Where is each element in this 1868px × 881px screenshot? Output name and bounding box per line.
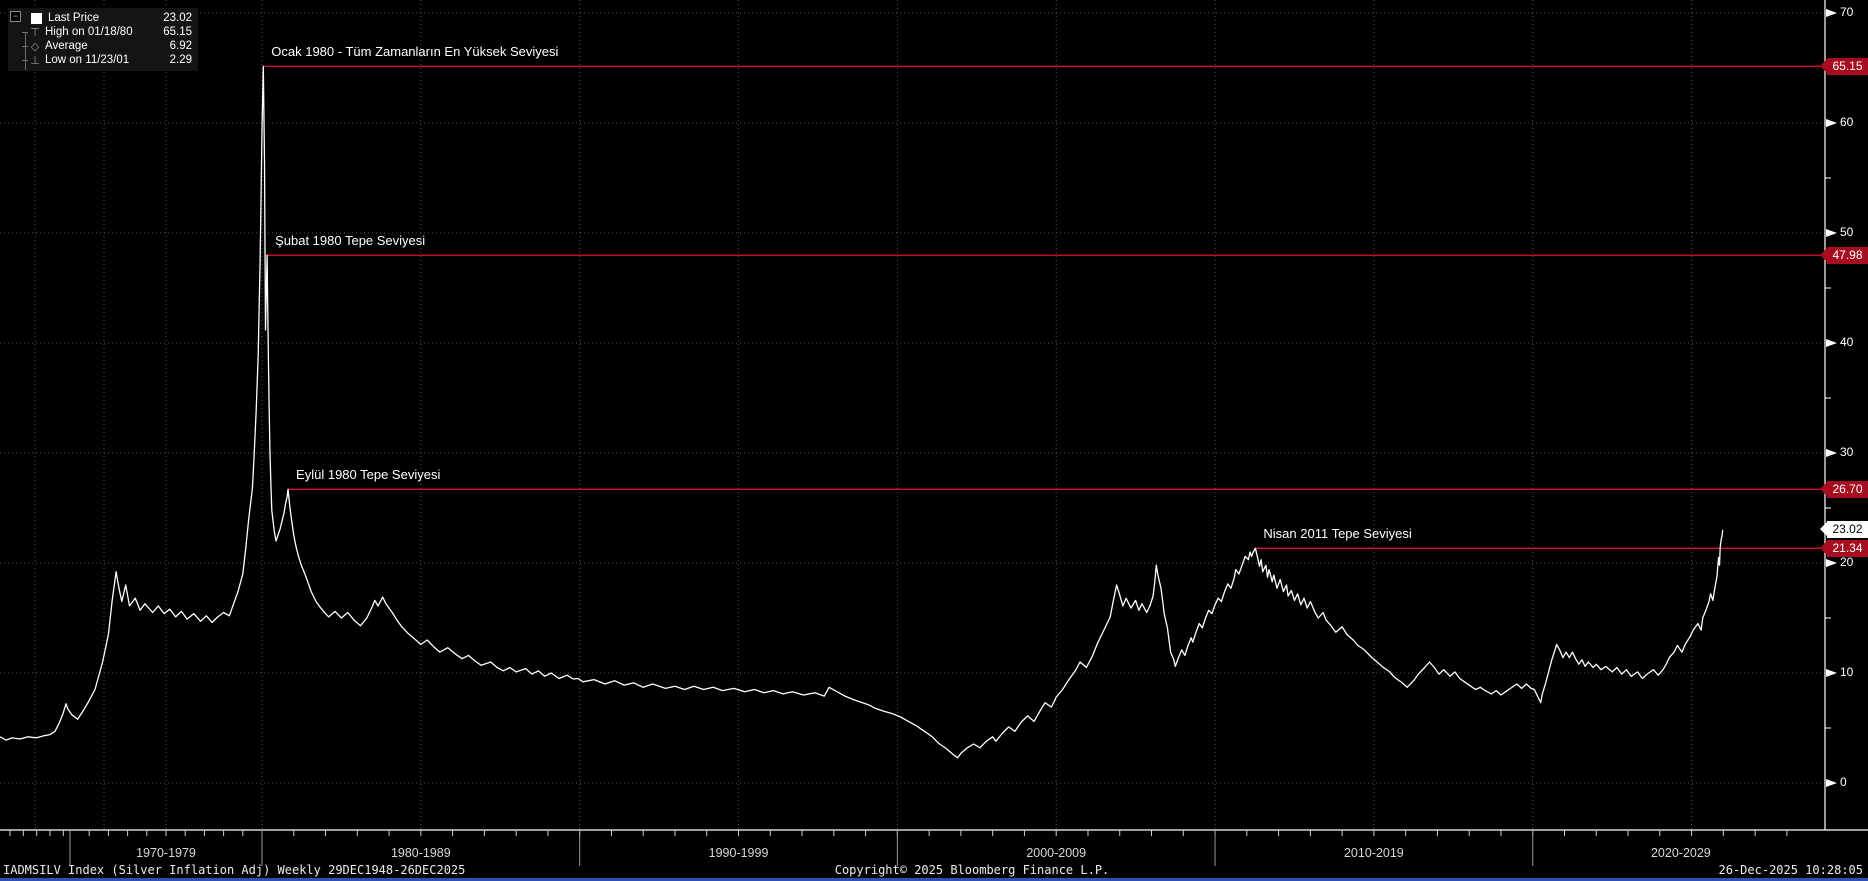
y-axis-arrow-tick [1826,9,1837,17]
y-axis-arrow-tick [1826,559,1837,567]
legend-expander-icon[interactable]: − [10,11,21,22]
bottom-blue-bar [0,878,1868,881]
legend-row-last-price[interactable]: Last Price 23.02 [12,11,194,25]
y-axis-label: 40 [1840,335,1854,349]
y-axis-label: 20 [1840,555,1854,569]
legend-label: Last Price [48,12,100,24]
y-axis-label: 10 [1840,665,1854,679]
price-level-label: 47.98 [1820,246,1868,264]
annotation-eylul-1980-peak[interactable]: Eylül 1980 Tepe Seviyesi [296,467,441,483]
copyright-text: Copyright© 2025 Bloomberg Finance L.P. [834,863,1110,877]
y-axis-label: 30 [1840,445,1854,459]
price-level-label: 21.34 [1820,539,1868,557]
high-marker-icon: ⊤ [30,26,40,39]
price-line [0,65,1724,759]
price-level-label: 65.15 [1820,57,1868,75]
x-axis-decade-label: 2010-2019 [1343,846,1404,860]
annotation-ocak-1980-all-time-high[interactable]: Ocak 1980 - Tüm Zamanların En Yüksek Sev… [271,44,559,60]
x-axis-decade-label: 1970-1979 [136,846,196,860]
price-label-arrow-icon [1820,540,1827,555]
annotation-subat-1980-peak[interactable]: Şubat 1980 Tepe Seviyesi [275,233,426,249]
price-level-label: 26.70 [1820,480,1868,498]
timestamp: 26-Dec-2025 10:28:05 [1718,863,1864,877]
y-axis-arrow-tick [1826,669,1837,677]
legend-label: High on 01/18/80 [45,26,133,38]
x-axis-decade-label: 1980-1989 [390,846,451,860]
price-label-arrow-icon [1820,58,1827,73]
x-axis-decade-label: 2020-2029 [1650,846,1711,860]
last-price-marker-icon [31,12,42,24]
legend-value: 6.92 [169,40,192,52]
status-bar: IADMSILV Index (Silver Inflation Adj) We… [0,862,1868,878]
chart-legend: − Last Price 23.02 ⊤ High on 01/18/80 65… [8,8,198,71]
x-axis-decade-label: 1990-1999 [708,846,769,860]
legend-row-high[interactable]: ⊤ High on 01/18/80 65.15 [12,25,194,39]
price-label-arrow-icon [1820,247,1827,262]
legend-value: 65.15 [163,26,192,38]
x-axis-decade-label: 2000-2009 [1026,846,1087,860]
legend-value: 2.29 [169,54,192,66]
legend-tree-connector [25,32,26,70]
average-marker-icon: ◇ [30,40,40,53]
legend-row-low[interactable]: ⊥ Low on 11/23/01 2.29 [12,53,194,67]
legend-row-average[interactable]: ◇ Average 6.92 [12,39,194,53]
y-axis-label: 60 [1840,115,1854,129]
security-description: IADMSILV Index (Silver Inflation Adj) We… [3,863,466,877]
last-price-label: 23.02 [1820,521,1868,539]
price-label-arrow-icon [1820,522,1827,537]
legend-label: Low on 11/23/01 [45,54,130,66]
y-axis-label: 70 [1840,5,1854,19]
y-axis-arrow-tick [1826,339,1837,347]
legend-value: 23.02 [163,12,192,24]
y-axis-label: 50 [1840,225,1854,239]
y-axis-arrow-tick [1826,229,1837,237]
y-axis-arrow-tick [1826,779,1837,787]
y-axis-arrow-tick [1826,449,1837,457]
y-axis-arrow-tick [1826,119,1837,127]
annotation-nisan-2011-peak[interactable]: Nisan 2011 Tepe Seviyesi [1263,526,1412,542]
y-axis-label: 0 [1840,775,1847,789]
legend-label: Average [45,40,88,52]
price-label-arrow-icon [1820,481,1827,496]
low-marker-icon: ⊥ [30,54,40,67]
